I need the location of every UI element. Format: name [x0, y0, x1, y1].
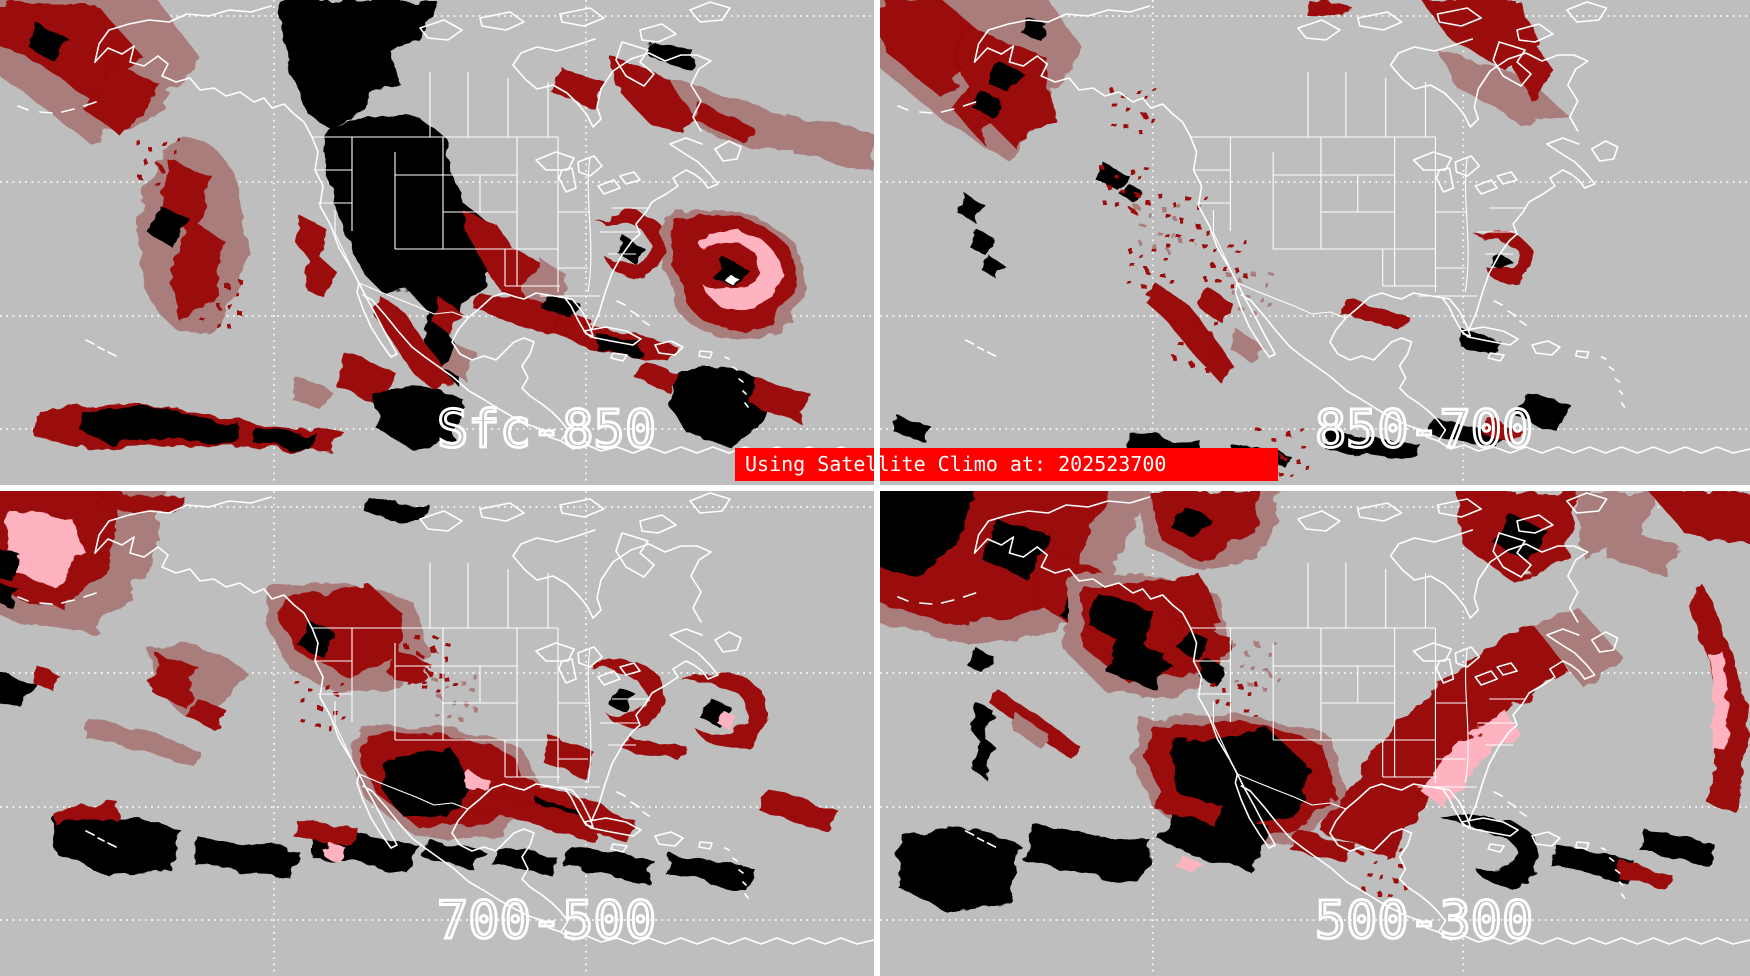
layer-label-850-700: 850-700	[1315, 400, 1533, 460]
panel-700-500: 700-500	[0, 491, 874, 976]
layer-label-500-300: 500-300	[1315, 891, 1533, 951]
data-layer-700-500	[0, 491, 840, 891]
data-layer-500-300	[880, 491, 1750, 913]
panel-sfc-850: Sfc-850	[0, 0, 874, 485]
data-layer-850-700	[880, 0, 1571, 478]
timestamp-banner-text: Using Satellite Climo at: 202523700	[745, 452, 1167, 476]
layer-label-700-500: 700-500	[437, 891, 656, 951]
panel-850-700: 850-700	[880, 0, 1750, 485]
timestamp-banner: Using Satellite Climo at: 202523700	[735, 448, 1278, 481]
data-layer-sfc-850	[0, 0, 874, 452]
divider-horizontal	[0, 485, 1750, 491]
layer-label-sfc-850: Sfc-850	[437, 400, 656, 460]
panel-500-300: 500-300	[880, 491, 1750, 976]
